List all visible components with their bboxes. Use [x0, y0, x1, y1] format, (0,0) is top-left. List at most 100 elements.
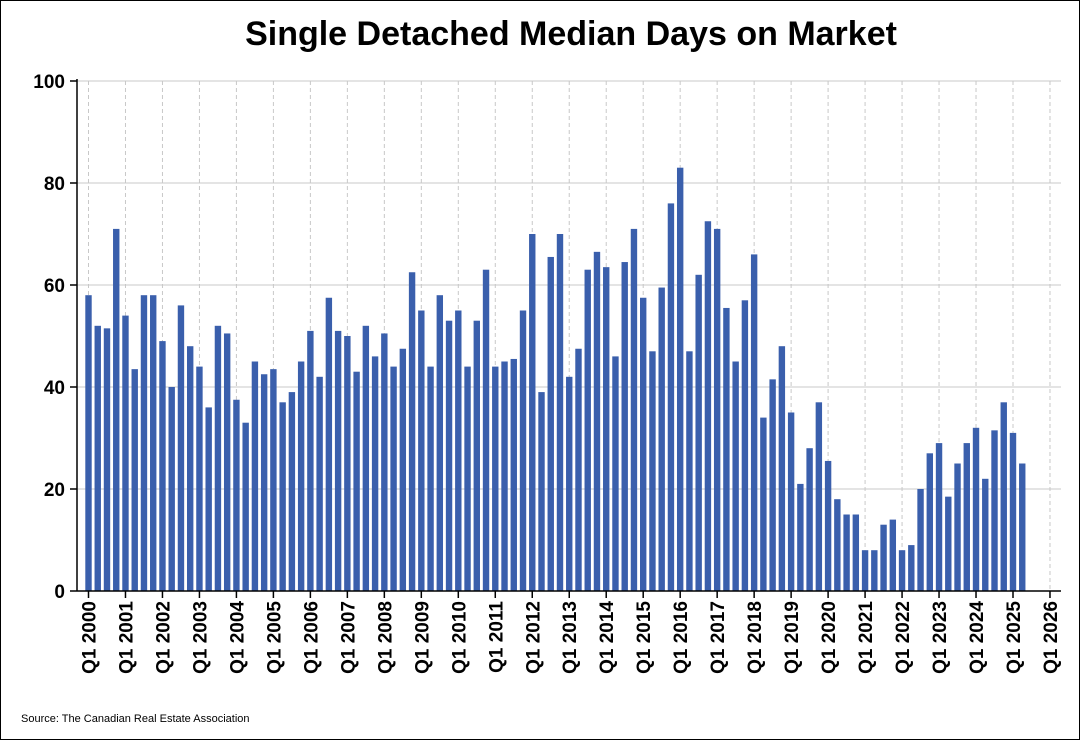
bar: [140, 295, 148, 591]
bar: [334, 330, 342, 591]
bar: [344, 336, 351, 591]
bar: [547, 256, 554, 591]
bar: [223, 333, 231, 591]
bar: [288, 392, 296, 591]
bar: [297, 361, 305, 591]
bar: [159, 341, 166, 591]
bar: [270, 369, 277, 591]
bar: [418, 310, 425, 591]
bar: [908, 545, 915, 591]
bar: [150, 295, 157, 591]
bar: [362, 325, 370, 591]
bar: [122, 315, 129, 591]
bar: [686, 351, 693, 591]
x-tick-label: Q1 2010: [449, 601, 470, 674]
x-tick-label: Q1 2022: [893, 601, 914, 674]
bar: [1019, 463, 1026, 591]
bar: [445, 320, 453, 591]
x-tick-label: Q1 2005: [264, 601, 285, 674]
bar: [519, 310, 527, 591]
y-tick-label: 80: [44, 174, 65, 195]
x-tick-label: Q1 2015: [634, 601, 655, 674]
x-tick-label: Q1 2009: [412, 601, 433, 674]
bar: [741, 300, 749, 591]
bar: [723, 307, 730, 591]
x-tick-label: Q1 2020: [819, 601, 840, 674]
bar: [704, 221, 712, 591]
y-tick-label: 0: [54, 582, 65, 603]
bar: [871, 550, 878, 591]
bar: [436, 295, 444, 591]
bar: [834, 499, 841, 591]
bar: [603, 267, 610, 591]
bar: [168, 387, 175, 591]
bar: [556, 234, 564, 591]
bar: [399, 348, 407, 591]
bar: [843, 514, 850, 591]
bar: [427, 366, 434, 591]
x-tick-label: Q1 2011: [486, 601, 507, 673]
x-tick-label: Q1 2023: [930, 601, 951, 674]
axis-layer: 0 20 40 60 80 100 Q1 2000 Q1 2001 Q1 2002 Q1 2003…: [33, 72, 1062, 674]
bar: [945, 496, 952, 591]
bar: [769, 379, 776, 591]
x-tick-label: Q1 2021: [856, 601, 877, 674]
x-tick-label: Q1 2018: [745, 601, 766, 674]
x-tick-label: Q1 2002: [153, 601, 174, 674]
y-tick-label: 100: [33, 72, 65, 93]
bar: [797, 483, 804, 591]
bar: [926, 453, 933, 591]
bar: [371, 356, 379, 591]
x-tick-label: Q1 2006: [301, 601, 322, 674]
bar: [94, 325, 101, 591]
bar: [529, 234, 536, 591]
x-tick-label: Q1 2000: [80, 601, 101, 674]
bar: [177, 305, 185, 591]
bar: [787, 412, 795, 591]
bar: [750, 254, 758, 591]
x-tick-label: Q1 2008: [375, 601, 396, 674]
bar: [186, 346, 194, 591]
bar: [880, 524, 887, 591]
bar: [408, 272, 416, 591]
bar: [510, 358, 517, 591]
bar: [584, 269, 591, 591]
bar: [667, 203, 675, 591]
bar: [676, 167, 684, 591]
y-tick-label: 40: [44, 378, 65, 399]
x-tick-label: Q1 2024: [967, 601, 988, 674]
bar: [113, 228, 120, 591]
bar: [824, 460, 832, 591]
bar: [760, 417, 767, 591]
y-tick-label: 60: [44, 276, 65, 297]
bar: [630, 228, 638, 591]
x-tick-label: Q1 2026: [1041, 601, 1062, 674]
x-tick-label: Q1 2003: [190, 601, 211, 674]
bar: [103, 328, 111, 591]
bar: [732, 361, 739, 591]
bar: [205, 407, 212, 591]
x-tick-label: Q1 2004: [227, 601, 248, 674]
bar: [852, 514, 860, 591]
x-tick-label: Q1 2007: [338, 601, 359, 674]
x-tick-label: Q1 2001: [116, 601, 137, 674]
bar: [861, 550, 869, 591]
bar: [131, 369, 138, 591]
bar: [649, 351, 656, 591]
bar: [85, 295, 92, 591]
x-tick-label: Q1 2025: [1004, 601, 1025, 674]
bar: [575, 348, 582, 591]
bar: [1009, 432, 1017, 591]
bar: [196, 366, 203, 591]
x-tick-label: Q1 2013: [560, 601, 581, 674]
bar: [898, 550, 906, 591]
bar: [954, 463, 961, 591]
x-tick-label: Q1 2012: [523, 601, 544, 674]
bar: [917, 489, 924, 591]
source-note: Source: The Canadian Real Estate Associa…: [21, 713, 250, 725]
bar: [621, 262, 628, 591]
bar: [501, 361, 508, 591]
bar: [482, 269, 490, 591]
bar: [640, 297, 647, 591]
